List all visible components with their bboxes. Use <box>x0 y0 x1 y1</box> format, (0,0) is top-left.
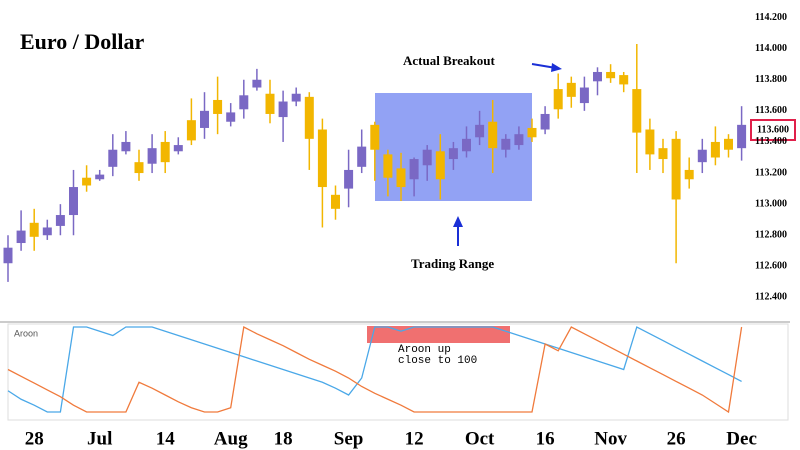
candle-body <box>619 75 629 85</box>
candle-body <box>396 168 406 188</box>
candle-body <box>3 247 13 264</box>
x-tick-label: Oct <box>465 428 495 449</box>
indicator-title: Aroon <box>14 328 38 338</box>
candle-body <box>173 145 183 152</box>
candle-body <box>186 120 196 141</box>
aroon-note-box <box>367 326 510 343</box>
candle-body <box>697 149 707 163</box>
candle-body <box>331 194 340 209</box>
candle-body <box>42 227 52 236</box>
candle-body <box>69 187 78 216</box>
candle-body <box>55 215 65 226</box>
candle-body <box>29 222 39 237</box>
breakout-arrowhead <box>551 63 562 72</box>
candle-body <box>226 112 236 122</box>
candle-body <box>200 110 209 128</box>
x-tick-label: 28 <box>25 428 44 449</box>
candle-body <box>213 99 223 114</box>
candle-body <box>16 230 26 244</box>
candle-body <box>632 89 642 133</box>
chart-title: Euro / Dollar <box>20 29 145 54</box>
candle-body <box>95 174 105 180</box>
candle-body <box>108 149 118 167</box>
breakout-label: Actual Breakout <box>403 53 496 68</box>
candle-body <box>593 71 602 82</box>
candle-body <box>566 82 576 97</box>
y-tick-label: 113.800 <box>755 74 787 85</box>
aroon-note: close to 100 <box>398 355 477 367</box>
candle-body <box>370 124 380 150</box>
x-tick-label: Nov <box>594 428 627 449</box>
candle-body <box>448 148 458 160</box>
candle-body <box>357 146 367 167</box>
x-tick-label: 26 <box>667 428 686 449</box>
y-tick-label: 112.600 <box>755 261 787 272</box>
y-tick-label: 113.200 <box>755 167 787 178</box>
candle-body <box>724 138 733 150</box>
range-arrowhead <box>453 216 463 227</box>
candle-body <box>383 154 393 178</box>
candle-body <box>252 79 262 88</box>
candle-body <box>710 141 720 158</box>
candle-body <box>527 127 537 138</box>
candle-body <box>291 93 301 102</box>
range-label: Trading Range <box>411 256 494 271</box>
aroon-note: Aroon up <box>398 344 451 356</box>
y-tick-label: 113.600 <box>755 105 787 116</box>
x-tick-label: Jul <box>87 428 112 449</box>
candle-body <box>737 124 747 149</box>
price-label: 113.600 <box>757 124 789 135</box>
candle-body <box>501 138 511 150</box>
x-tick-label: 12 <box>405 428 424 449</box>
candle-body <box>658 148 668 160</box>
x-tick-label: 18 <box>274 428 293 449</box>
candle-body <box>540 113 550 130</box>
x-tick-label: 14 <box>156 428 176 449</box>
candle-body <box>462 138 471 152</box>
candle-body <box>265 93 275 114</box>
candle-body <box>160 141 170 163</box>
x-tick-label: Dec <box>726 428 757 449</box>
candle-body <box>317 129 327 188</box>
y-tick-label: 114.200 <box>755 12 787 23</box>
candle-body <box>278 101 288 118</box>
candle-body <box>409 159 419 180</box>
y-tick-label: 112.800 <box>755 230 787 241</box>
aroon-line <box>7 326 742 413</box>
x-tick-label: 16 <box>536 428 555 449</box>
candle-body <box>121 141 131 152</box>
candle-body <box>606 71 616 79</box>
candle-body <box>344 169 354 189</box>
y-tick-label: 112.400 <box>755 292 787 303</box>
candle-body <box>147 148 157 164</box>
candle-body <box>553 89 563 110</box>
price-box <box>750 119 796 141</box>
x-tick-label: Aug <box>214 428 248 449</box>
candle-body <box>422 149 432 166</box>
y-tick-label: 113.000 <box>755 198 787 209</box>
y-tick-label: 114.000 <box>755 43 787 54</box>
x-tick-label: Sep <box>334 428 364 449</box>
aroon-line <box>7 326 743 414</box>
candle-body <box>671 138 681 200</box>
candle-body <box>435 151 445 180</box>
candle-body <box>514 134 524 146</box>
candle-body <box>134 162 144 174</box>
candle-body <box>645 129 655 155</box>
candle-body <box>684 169 694 180</box>
candle-body <box>304 96 314 139</box>
candle-body <box>239 95 249 110</box>
candle-body <box>82 177 92 186</box>
candle-body <box>475 124 485 138</box>
candle-body <box>579 87 589 104</box>
y-tick-label: 113.400 <box>755 136 787 147</box>
candle-body <box>488 121 498 149</box>
indicator-frame <box>7 323 789 421</box>
